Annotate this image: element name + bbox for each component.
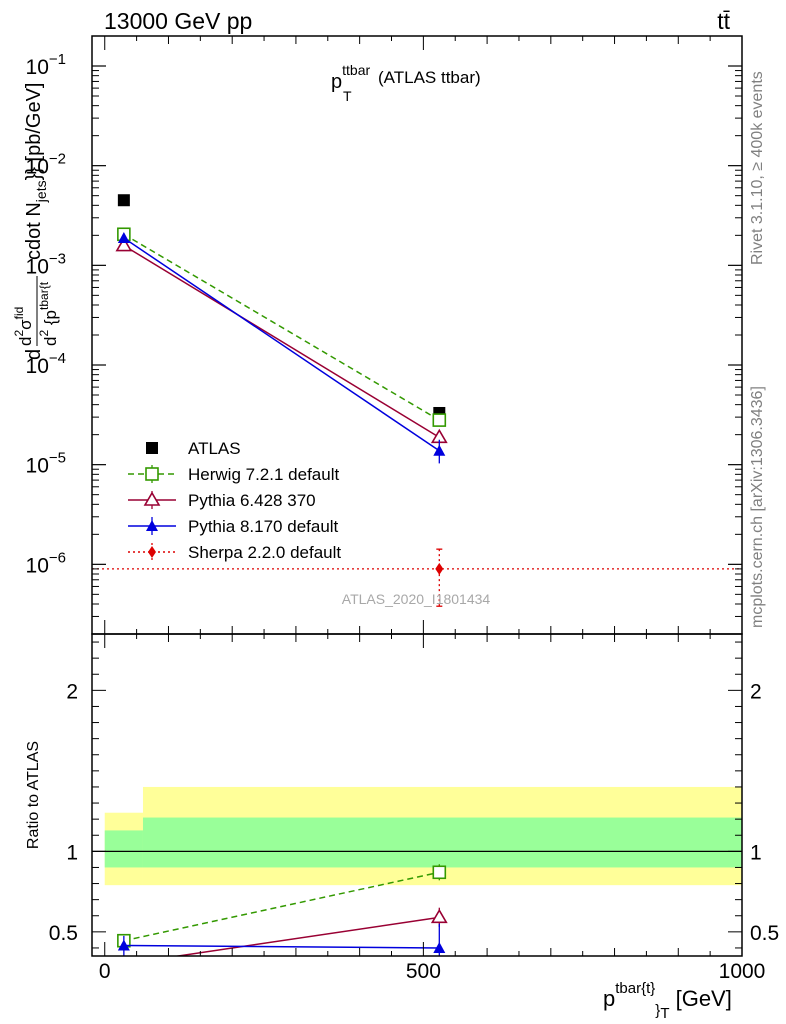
ratio-line-1 [173, 916, 440, 956]
legend-marker-4 [148, 546, 156, 558]
main-x-ticks [104, 36, 743, 634]
ratio-ytick-label-left: 0.5 [49, 922, 78, 945]
main-line-1 [123, 233, 440, 421]
main-ytick-exponent: −1 [49, 51, 66, 68]
main-line-2 [123, 244, 440, 438]
xlabel-main: p [603, 986, 615, 1011]
process-label: tt̄ [717, 8, 730, 34]
ratio-point-0-1 [432, 865, 447, 880]
energy-label: 13000 GeV pp [104, 8, 252, 34]
ratio-panel: 0.5 0.5 1 1 2 2 0 500 1000 Ratio to ATLAS ptbar… [25, 633, 779, 1022]
main-point-1-1 [432, 413, 447, 427]
legend-label-2: Pythia 6.428 370 [188, 491, 316, 510]
ratio-xtick-label: 0 [99, 960, 111, 983]
ratio-point-2-1 [433, 941, 446, 953]
xlabel-sub: } [655, 1002, 660, 1019]
title-sub: T [343, 88, 352, 104]
legend-marker-2 [143, 491, 161, 506]
main-point-4-0 [435, 562, 444, 575]
ratio-ytick-label-left: 2 [66, 680, 78, 703]
ratio-ytick-label-left: 1 [66, 841, 78, 864]
xlabel-sub2: T [660, 1005, 669, 1022]
main-ytick-label: 10−6 [26, 549, 66, 577]
ylabel-denominator: d2 {ptbar{t [37, 281, 60, 346]
ratio-ytick-label-right: 2 [750, 680, 762, 703]
main-panel: 10−110−210−310−410−510−6 pttbar T (ATLAS… [12, 35, 743, 635]
mcplots-label: mcplots.cern.ch [arXiv:1306.3436] [749, 386, 766, 628]
ratio-xtick-label: 500 [406, 960, 441, 983]
main-ytick-exponent: −6 [49, 549, 66, 566]
ratio-y-ticks: 0.5 0.5 1 1 2 2 [49, 641, 779, 949]
legend-label-3: Pythia 8.170 default [188, 517, 339, 536]
rivet-label: Rivet 3.1.10, ≥ 400k events [749, 71, 766, 265]
main-ytick-label: 10−4 [26, 350, 66, 378]
legend: ATLAS Herwig 7.2.1 default Pythia 6.428 37… [128, 439, 341, 562]
ratio-series-clipped [117, 864, 448, 956]
legend-label-1: Herwig 7.2.1 default [188, 465, 339, 484]
ratio-x-ticks: 0 500 1000 [99, 634, 765, 983]
main-series-layer [115, 194, 448, 607]
x-axis-label: ptbar{t}}T [GeV] [603, 980, 732, 1022]
main-point-2-0 [115, 236, 133, 252]
ratio-point-1-0 [123, 955, 125, 956]
ratio-uncertainty-bands [104, 786, 742, 886]
xlabel-unit: [GeV] [669, 986, 731, 1011]
ratio-y-axis-label: Ratio to ATLAS [25, 741, 42, 849]
main-point-0-0 [117, 194, 130, 207]
ratio-frame [91, 633, 743, 957]
main-ytick-exponent: −2 [49, 151, 66, 168]
ratio-ytick-label-right: 0.5 [750, 922, 779, 945]
analysis-watermark: ATLAS_2020_I1801434 [342, 591, 491, 607]
legend-label-0: ATLAS [188, 439, 241, 458]
legend-marker-0 [146, 442, 158, 454]
ratio-line-2 [123, 944, 440, 949]
main-ytick-exponent: −4 [49, 350, 66, 367]
ratio-point-2-0 [117, 939, 130, 951]
title-sup: ttbar [342, 62, 370, 78]
main-ytick-label: 10−5 [26, 450, 66, 478]
legend-marker-3 [146, 520, 158, 531]
main-ytick-exponent: −3 [49, 250, 66, 267]
legend-label-4: Sherpa 2.2.0 default [188, 543, 341, 562]
main-point-3-1 [433, 444, 446, 456]
ratio-series-layer [117, 864, 448, 956]
main-point-3-0 [117, 232, 130, 244]
xlabel-sup: tbar{t} [615, 980, 655, 997]
band-green-1 [142, 817, 742, 868]
ratio-ytick-label-right: 1 [750, 841, 762, 864]
legend-marker-1 [145, 467, 159, 481]
ylabel-d: d [23, 349, 45, 360]
ylabel-d2sigma: d2σfid [12, 307, 35, 346]
title-rest: (ATLAS ttbar) [378, 68, 481, 87]
ratio-point-1-1 [430, 908, 448, 924]
ratio-xtick-label: 1000 [719, 960, 766, 983]
main-title: pttbar [331, 62, 370, 93]
main-y-axis-label: d d2σfid d2 {ptbar{t cdot Njets}} [pb/Ge… [12, 83, 60, 360]
main-ytick-exponent: −5 [49, 450, 66, 467]
main-y-ticks: 10−110−210−310−410−510−6 [26, 35, 742, 635]
ylabel-rest: cdot Njets}} [pb/GeV] [23, 83, 49, 260]
main-ytick-label: 10−1 [26, 51, 66, 79]
main-line-3 [123, 237, 440, 452]
ratio-line-0 [123, 871, 440, 942]
title-main: p [331, 71, 342, 93]
band-green-0 [104, 830, 143, 868]
